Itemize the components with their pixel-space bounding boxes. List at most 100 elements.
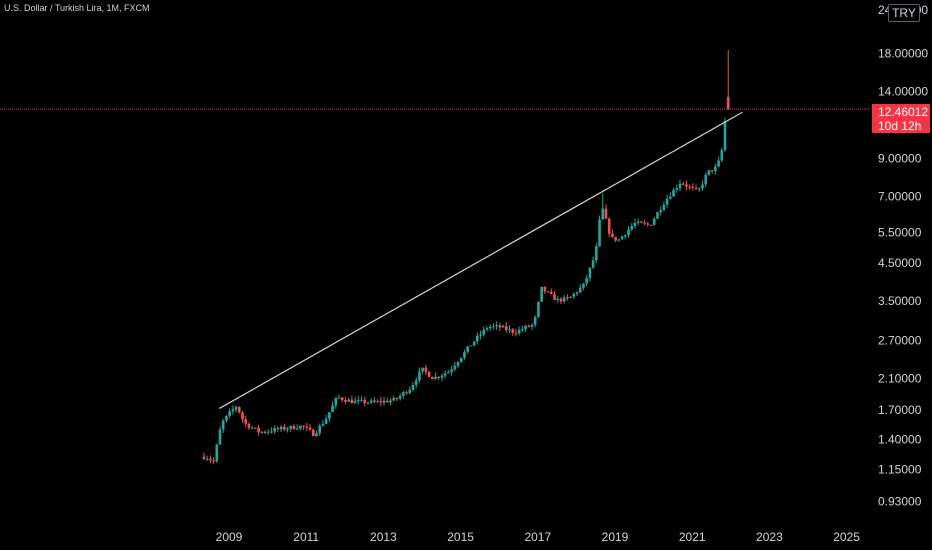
- symbol-title[interactable]: U.S. Dollar / Turkish Lira, 1M, FXCM: [4, 3, 150, 13]
- time-axis[interactable]: 2009 2011 2013 2015 2017 2019 2021 2023 2025: [216, 530, 861, 544]
- candle-body: [453, 365, 457, 370]
- candle-body: [665, 198, 669, 205]
- price-axis[interactable]: 24.0000018.0000014.000009.000007.000005.…: [878, 3, 928, 508]
- candle-body: [231, 409, 235, 412]
- candle-body: [582, 283, 585, 288]
- candle-body: [710, 170, 714, 172]
- candle-body: [514, 332, 518, 334]
- overlay-layer: [0, 108, 870, 409]
- candle-body: [517, 329, 521, 334]
- candle-body: [366, 402, 370, 404]
- candle-body: [466, 346, 469, 352]
- candle-body: [585, 278, 588, 284]
- candle-body: [543, 286, 547, 292]
- candle-body: [437, 376, 441, 378]
- candle-body: [360, 399, 363, 401]
- candle-body: [392, 398, 395, 401]
- candle-body: [704, 174, 708, 185]
- candle-body: [472, 341, 476, 346]
- candle-body: [530, 324, 534, 327]
- currency-badge[interactable]: TRY: [888, 4, 920, 22]
- y-tick-label: 14.00000: [878, 84, 928, 98]
- candle-body: [276, 428, 280, 430]
- y-tick-label: 3.50000: [878, 294, 922, 308]
- candle-body: [498, 325, 502, 328]
- candle-body: [427, 371, 431, 377]
- candle-body: [469, 345, 473, 347]
- candle-body: [405, 392, 408, 394]
- y-tick-label: 9.00000: [878, 151, 922, 165]
- candle-body: [588, 267, 592, 279]
- candle-body: [247, 423, 251, 428]
- candle-body: [234, 407, 238, 410]
- candle-body: [311, 429, 315, 437]
- candle-body: [241, 412, 244, 420]
- trendline[interactable]: [219, 111, 743, 409]
- candle-body: [237, 407, 241, 413]
- candle-body: [456, 362, 460, 366]
- candle-body: [202, 456, 206, 459]
- x-tick-label: 2011: [293, 530, 319, 544]
- candle-body: [501, 326, 505, 328]
- candle-body: [701, 184, 704, 189]
- candle-body: [318, 425, 322, 434]
- candle-body: [279, 426, 283, 430]
- candle-body: [334, 398, 338, 406]
- y-tick-label: 2.10000: [878, 371, 922, 385]
- candle-body: [537, 301, 540, 317]
- x-tick-label: 2017: [524, 530, 551, 544]
- candle-body: [694, 187, 698, 189]
- candle-body: [649, 224, 653, 226]
- x-tick-label: 2023: [756, 530, 783, 544]
- candle-body: [485, 328, 489, 330]
- candle-body: [627, 229, 630, 236]
- candle-body: [685, 184, 688, 187]
- candle-body: [578, 287, 582, 293]
- candle-body: [385, 400, 389, 403]
- candle-body: [601, 208, 605, 220]
- candle-body: [614, 236, 617, 241]
- x-tick-label: 2015: [447, 530, 474, 544]
- candle-body: [302, 425, 305, 427]
- y-tick-label: 1.40000: [878, 433, 922, 447]
- candle-body: [697, 188, 701, 190]
- candle-body: [331, 405, 334, 413]
- candle-body: [479, 334, 482, 336]
- x-tick-label: 2025: [833, 530, 860, 544]
- candle-body: [707, 170, 711, 175]
- candle-body: [575, 292, 579, 294]
- candle-body: [430, 376, 434, 380]
- candle-body: [376, 401, 379, 403]
- candle-body: [723, 121, 727, 150]
- candle-body: [289, 425, 293, 429]
- x-tick-label: 2013: [370, 530, 397, 544]
- candle-body: [270, 431, 273, 433]
- candle-body: [562, 297, 566, 302]
- candle-body: [225, 415, 228, 421]
- candle-body: [714, 166, 717, 172]
- candle-body: [726, 96, 730, 110]
- candle-body: [244, 419, 248, 424]
- y-tick-label: 7.00000: [878, 189, 922, 203]
- candle-body: [636, 221, 640, 223]
- candle-body: [527, 326, 531, 328]
- y-tick-label: 18.00000: [878, 46, 928, 60]
- last-price-value: 12.46012: [878, 105, 929, 119]
- candle-body: [308, 427, 312, 430]
- candle-body: [553, 293, 556, 301]
- x-tick-label: 2021: [679, 530, 706, 544]
- candle-body: [504, 326, 508, 330]
- candle-body: [447, 372, 450, 374]
- candle-body: [218, 429, 222, 445]
- candle-body: [688, 186, 691, 188]
- candle-body: [598, 219, 601, 247]
- candle-body: [212, 460, 215, 462]
- candle-body: [221, 420, 225, 430]
- candle-body: [250, 427, 254, 429]
- candle-body: [656, 212, 659, 219]
- candle-body: [556, 298, 560, 301]
- candle-body: [369, 400, 373, 403]
- candle-body: [286, 428, 289, 430]
